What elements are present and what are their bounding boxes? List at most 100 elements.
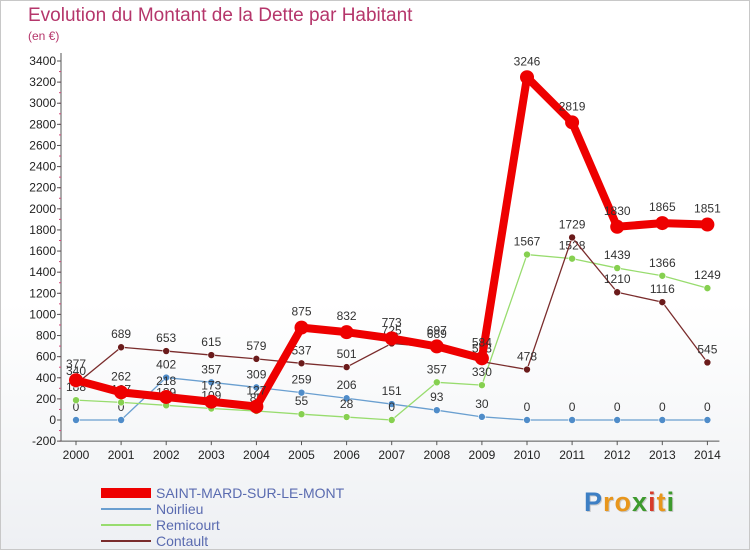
data-point-remicourt [387, 416, 396, 424]
data-label-saint-mard-sur-le-mont: 1865 [649, 200, 676, 214]
data-label-contault: 1116 [650, 282, 675, 296]
data-label-contault: 689 [111, 327, 131, 341]
data-label-remicourt: 330 [472, 365, 492, 379]
y-tick-label: -200 [32, 434, 56, 448]
data-label-noirlieu: 0 [569, 400, 576, 414]
data-label-remicourt: 1528 [559, 239, 586, 253]
data-label-noirlieu: 0 [524, 400, 531, 414]
data-point-remicourt [478, 381, 486, 389]
data-point-saint-mard-sur-le-mont [159, 389, 174, 404]
data-label-contault: 340 [66, 364, 86, 378]
data-point-noirlieu [162, 373, 170, 382]
data-label-noirlieu: 0 [118, 400, 125, 414]
data-point-contault [207, 351, 216, 359]
logo-letter: P [584, 487, 604, 517]
data-point-contault [297, 359, 306, 368]
data-label-saint-mard-sur-le-mont: 173 [201, 379, 221, 393]
data-point-remicourt [523, 250, 531, 259]
legend-swatch [101, 540, 151, 542]
data-point-saint-mard-sur-le-mont [339, 325, 354, 340]
x-tick-label: 2002 [153, 448, 180, 462]
data-label-noirlieu: 151 [382, 384, 402, 398]
data-label-noirlieu: 0 [704, 400, 711, 414]
data-point-saint-mard-sur-le-mont [700, 217, 715, 232]
y-tick-label: 1600 [29, 244, 56, 258]
data-label-saint-mard-sur-le-mont: 218 [156, 374, 176, 388]
x-tick-label: 2011 [559, 448, 585, 462]
x-tick-label: 2014 [694, 448, 721, 462]
y-tick-label: 600 [36, 350, 56, 364]
data-point-noirlieu [432, 406, 441, 414]
data-label-contault: 689 [427, 327, 447, 341]
data-point-contault [703, 358, 712, 367]
y-tick-label: 1200 [29, 286, 56, 300]
data-label-saint-mard-sur-le-mont: 875 [291, 305, 311, 319]
data-label-saint-mard-sur-le-mont: 832 [337, 309, 357, 323]
data-point-contault [658, 298, 667, 306]
legend-swatch [101, 508, 151, 510]
data-label-saint-mard-sur-le-mont: 1830 [604, 204, 631, 218]
data-point-contault [568, 233, 576, 242]
data-label-contault: 1210 [604, 272, 631, 286]
chart-title: Evolution du Montant de la Dette par Hab… [28, 5, 413, 26]
data-label-saint-mard-sur-le-mont: 773 [382, 315, 402, 329]
data-label-remicourt: 0 [388, 400, 395, 414]
data-label-noirlieu: 0 [73, 400, 80, 414]
data-label-saint-mard-sur-le-mont: 3246 [514, 54, 541, 68]
data-point-saint-mard-sur-le-mont [655, 216, 670, 231]
data-label-noirlieu: 30 [475, 397, 489, 411]
data-label-remicourt: 1249 [694, 268, 721, 282]
logo-letter: r [603, 487, 615, 517]
data-label-noirlieu: 402 [156, 358, 176, 372]
x-tick-label: 2010 [514, 448, 541, 462]
data-point-saint-mard-sur-le-mont [294, 320, 309, 335]
y-tick-label: 2800 [29, 117, 56, 131]
data-label-noirlieu: 206 [337, 378, 357, 392]
data-point-remicourt [613, 264, 622, 272]
data-point-noirlieu [613, 416, 622, 424]
data-label-saint-mard-sur-le-mont: 584 [472, 335, 492, 349]
data-point-noirlieu [252, 383, 261, 392]
data-label-contault: 537 [291, 343, 311, 357]
data-point-noirlieu [342, 394, 351, 403]
data-label-contault: 545 [697, 342, 717, 356]
data-point-noirlieu [72, 416, 80, 424]
y-tick-label: 3000 [29, 96, 56, 110]
data-label-saint-mard-sur-le-mont: 127 [246, 384, 266, 398]
legend-label: Contault [156, 533, 209, 549]
data-point-noirlieu [387, 400, 396, 408]
x-tick-label: 2013 [649, 448, 676, 462]
data-label-saint-mard-sur-le-mont: 377 [66, 357, 86, 371]
data-point-saint-mard-sur-le-mont [69, 373, 83, 388]
data-label-remicourt: 55 [295, 394, 309, 408]
y-tick-label: 2600 [29, 138, 56, 152]
data-label-saint-mard-sur-le-mont: 1851 [694, 202, 721, 216]
data-point-noirlieu [117, 416, 125, 424]
legend-label: Noirlieu [156, 501, 204, 517]
y-tick-label: 200 [36, 392, 56, 406]
data-point-remicourt [568, 254, 576, 263]
legend-label: Remicourt [156, 517, 220, 533]
data-label-saint-mard-sur-le-mont: 2819 [559, 99, 586, 113]
data-point-noirlieu [297, 388, 306, 397]
data-label-noirlieu: 93 [430, 390, 444, 404]
x-tick-label: 2007 [378, 448, 405, 462]
data-point-saint-mard-sur-le-mont [429, 339, 444, 354]
y-tick-label: 2400 [29, 160, 56, 174]
y-tick-label: 2000 [29, 202, 56, 216]
data-label-remicourt: 1567 [514, 235, 541, 249]
data-label-contault: 1729 [559, 217, 586, 231]
data-point-contault [613, 288, 622, 297]
x-tick-label: 2000 [63, 448, 90, 462]
legend-swatch [101, 524, 151, 526]
data-point-noirlieu [568, 416, 576, 424]
data-label-remicourt: 28 [340, 397, 354, 411]
data-label-contault: 478 [517, 350, 537, 364]
data-point-contault [162, 347, 170, 355]
data-label-remicourt: 1439 [604, 248, 631, 262]
data-label-noirlieu: 259 [291, 373, 311, 387]
data-label-contault: 615 [201, 335, 221, 349]
proxiti-logo: Proxiti [584, 487, 675, 518]
y-tick-label: 3400 [29, 54, 56, 68]
x-tick-label: 2001 [108, 448, 135, 462]
